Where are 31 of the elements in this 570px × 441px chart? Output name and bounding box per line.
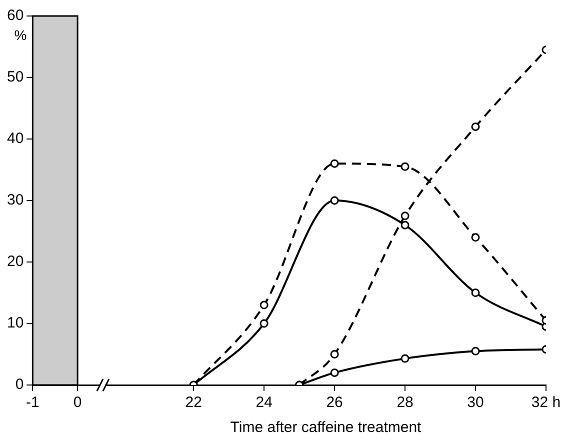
x-tick-label: 26 <box>326 394 343 412</box>
point <box>330 368 339 377</box>
y-tick-label: 0 <box>15 376 24 394</box>
point <box>260 319 268 328</box>
point <box>471 288 480 297</box>
point <box>330 159 339 168</box>
point <box>471 233 480 242</box>
x-tick-label: 0 <box>73 394 82 412</box>
y-tick-label: 30 <box>6 192 24 209</box>
point <box>400 220 410 230</box>
x-tick-label: 22 <box>185 394 202 412</box>
x-tick-label: -1 <box>26 394 40 412</box>
y-tick-label: 10 <box>6 314 24 332</box>
x-tick-label: 24 <box>256 394 272 412</box>
y-axis-title: % <box>14 27 27 43</box>
x-tick-label: 30 <box>467 394 484 412</box>
y-tick-label: 60 <box>6 7 24 24</box>
y-tick-label: 20 <box>6 253 24 270</box>
y-tick-label: 50 <box>6 68 24 86</box>
point <box>471 122 480 131</box>
x-tick-label: 28 <box>396 394 414 412</box>
x-tick-label: 32 h <box>531 394 561 412</box>
point <box>330 350 339 358</box>
point <box>471 346 480 356</box>
y-tick-label: 40 <box>6 130 24 148</box>
point <box>330 196 339 205</box>
point <box>400 354 410 363</box>
point <box>260 300 268 310</box>
x-axis-title: Time after caffeine treatment <box>230 419 422 436</box>
point <box>400 162 410 171</box>
point <box>400 212 410 220</box>
